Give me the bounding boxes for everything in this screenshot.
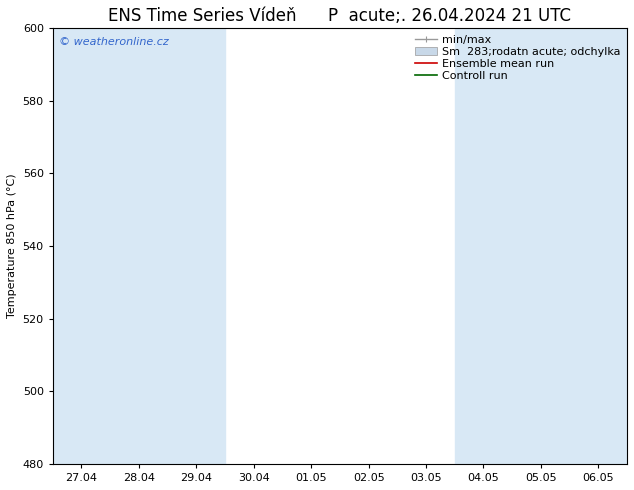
Title: ENS Time Series Vídeň      P  acute;. 26.04.2024 21 UTC: ENS Time Series Vídeň P acute;. 26.04.20… bbox=[108, 7, 571, 25]
Legend: min/max, Sm  283;rodatn acute; odchylka, Ensemble mean run, Controll run: min/max, Sm 283;rodatn acute; odchylka, … bbox=[411, 30, 625, 86]
Bar bbox=[569, 28, 627, 464]
Y-axis label: Temperature 850 hPa (°C): Temperature 850 hPa (°C) bbox=[7, 173, 17, 318]
Bar bbox=[455, 28, 569, 464]
Bar bbox=[110, 28, 225, 464]
Bar bbox=[53, 28, 110, 464]
Text: © weatheronline.cz: © weatheronline.cz bbox=[58, 37, 168, 47]
